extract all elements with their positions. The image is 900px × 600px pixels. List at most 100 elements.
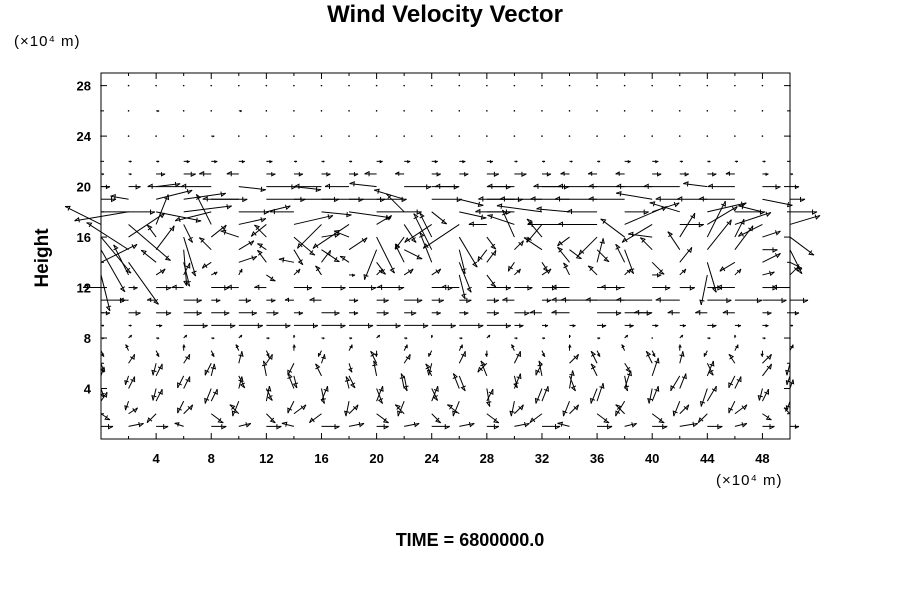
vector-arrowhead [554,196,561,202]
vector-arrowhead [490,243,497,250]
vector-arrow [624,370,632,389]
vector-arrowhead [667,231,674,238]
vector-arrow [100,249,126,292]
vector-arrow [204,363,212,376]
vector-arrowhead [292,382,299,389]
vector-arrowhead [157,337,160,340]
vector-arrow [254,224,267,238]
x-tick-label: 32 [535,451,549,466]
vector-arrow [265,386,270,402]
vector-arrow [569,375,576,392]
vector-dot [320,110,323,112]
vector-arrowhead [477,201,484,207]
vector-dot [789,160,791,163]
vector-arrowhead [670,385,676,391]
vector-arrow [541,350,546,357]
vector-arrowhead [603,417,610,424]
vector-arrow [262,360,267,376]
vector-arrow [397,400,405,417]
vector-arrowhead [734,334,737,337]
vector-arrow [183,205,232,213]
vector-dot [486,110,488,112]
vector-arrowhead [325,250,331,257]
vector-arrowhead [657,172,662,177]
vector-arrowhead [343,410,350,417]
vector-arrowhead [765,415,772,421]
vector-arrowhead [287,407,293,414]
x-tick-label: 4 [153,451,161,466]
vector-arrowhead [651,353,656,358]
vector-arrow [321,249,340,263]
vector-arrowhead [350,382,356,389]
x-axis-unit: (×10⁴ m) [716,472,783,489]
vector-arrowhead [212,389,218,395]
vector-arrowhead [477,366,483,373]
vector-arrowhead [794,184,800,190]
vector-arrowhead [210,363,217,370]
vector-arrow [789,344,794,351]
vector-arrow [321,385,328,402]
vector-arrow [266,274,276,282]
vector-arrow [320,388,325,404]
vector-arrow [312,224,350,249]
vector-dot [210,110,213,112]
vector-arrowhead [298,172,304,177]
vector-arrowhead [590,350,597,357]
vector-dot [430,84,433,87]
vector-arrowhead [212,135,215,138]
vector-arrowhead [703,352,707,357]
vector-arrowhead [555,424,561,430]
vector-arrow [348,404,359,415]
vector-arrowhead [708,160,711,163]
vector-arrowhead [254,224,261,231]
vector-arrowhead [763,337,766,340]
vector-arrowhead [370,350,376,357]
vector-arrowhead [505,323,512,329]
vector-arrowhead [334,424,340,430]
x-tick-label: 44 [700,451,715,466]
vector-arrowhead [722,309,728,316]
vector-arrow [648,388,653,404]
vector-arrow [734,344,739,351]
vector-arrowhead [615,243,621,250]
vector-arrowhead [326,172,331,177]
vector-arrowhead [315,363,321,370]
vector-arrowhead [250,230,257,237]
vector-dot [541,110,543,112]
vector-arrowhead [100,392,105,398]
plot-frame [100,72,791,440]
vector-arrowhead [626,268,632,274]
vector-arrowhead [775,184,781,190]
vector-arrow [679,351,684,364]
vector-arrow [700,388,708,407]
vector-arrowhead [239,334,243,338]
vector-dot [541,135,543,137]
vector-arrowhead [794,310,800,316]
vector-arrowhead [389,267,395,274]
vector-arrowhead [665,285,671,291]
vector-arrowhead [769,424,775,430]
vector-arrowhead [794,424,800,430]
vector-arrow [155,268,166,276]
vector-arrowhead [405,337,408,340]
vector-arrowhead [487,214,494,220]
vector-arrowhead [157,160,160,163]
vector-arrowhead [217,417,224,424]
vector-arrowhead [682,324,686,328]
vector-arrowhead [523,237,530,243]
vector-arrow [376,236,396,274]
vector-arrowhead [731,206,738,212]
vector-dot [127,84,130,87]
vector-arrowhead [297,259,304,266]
vector-dot [210,84,213,87]
vector-dot [348,135,350,137]
vector-arrowhead [124,379,129,385]
vector-arrowhead [615,297,622,303]
vector-arrow [155,189,193,200]
vector-arrowhead [266,386,272,392]
vector-arrow [762,353,772,364]
vector-arrowhead [765,211,772,217]
vector-arrowhead [598,160,601,163]
vector-arrowhead [489,160,494,164]
